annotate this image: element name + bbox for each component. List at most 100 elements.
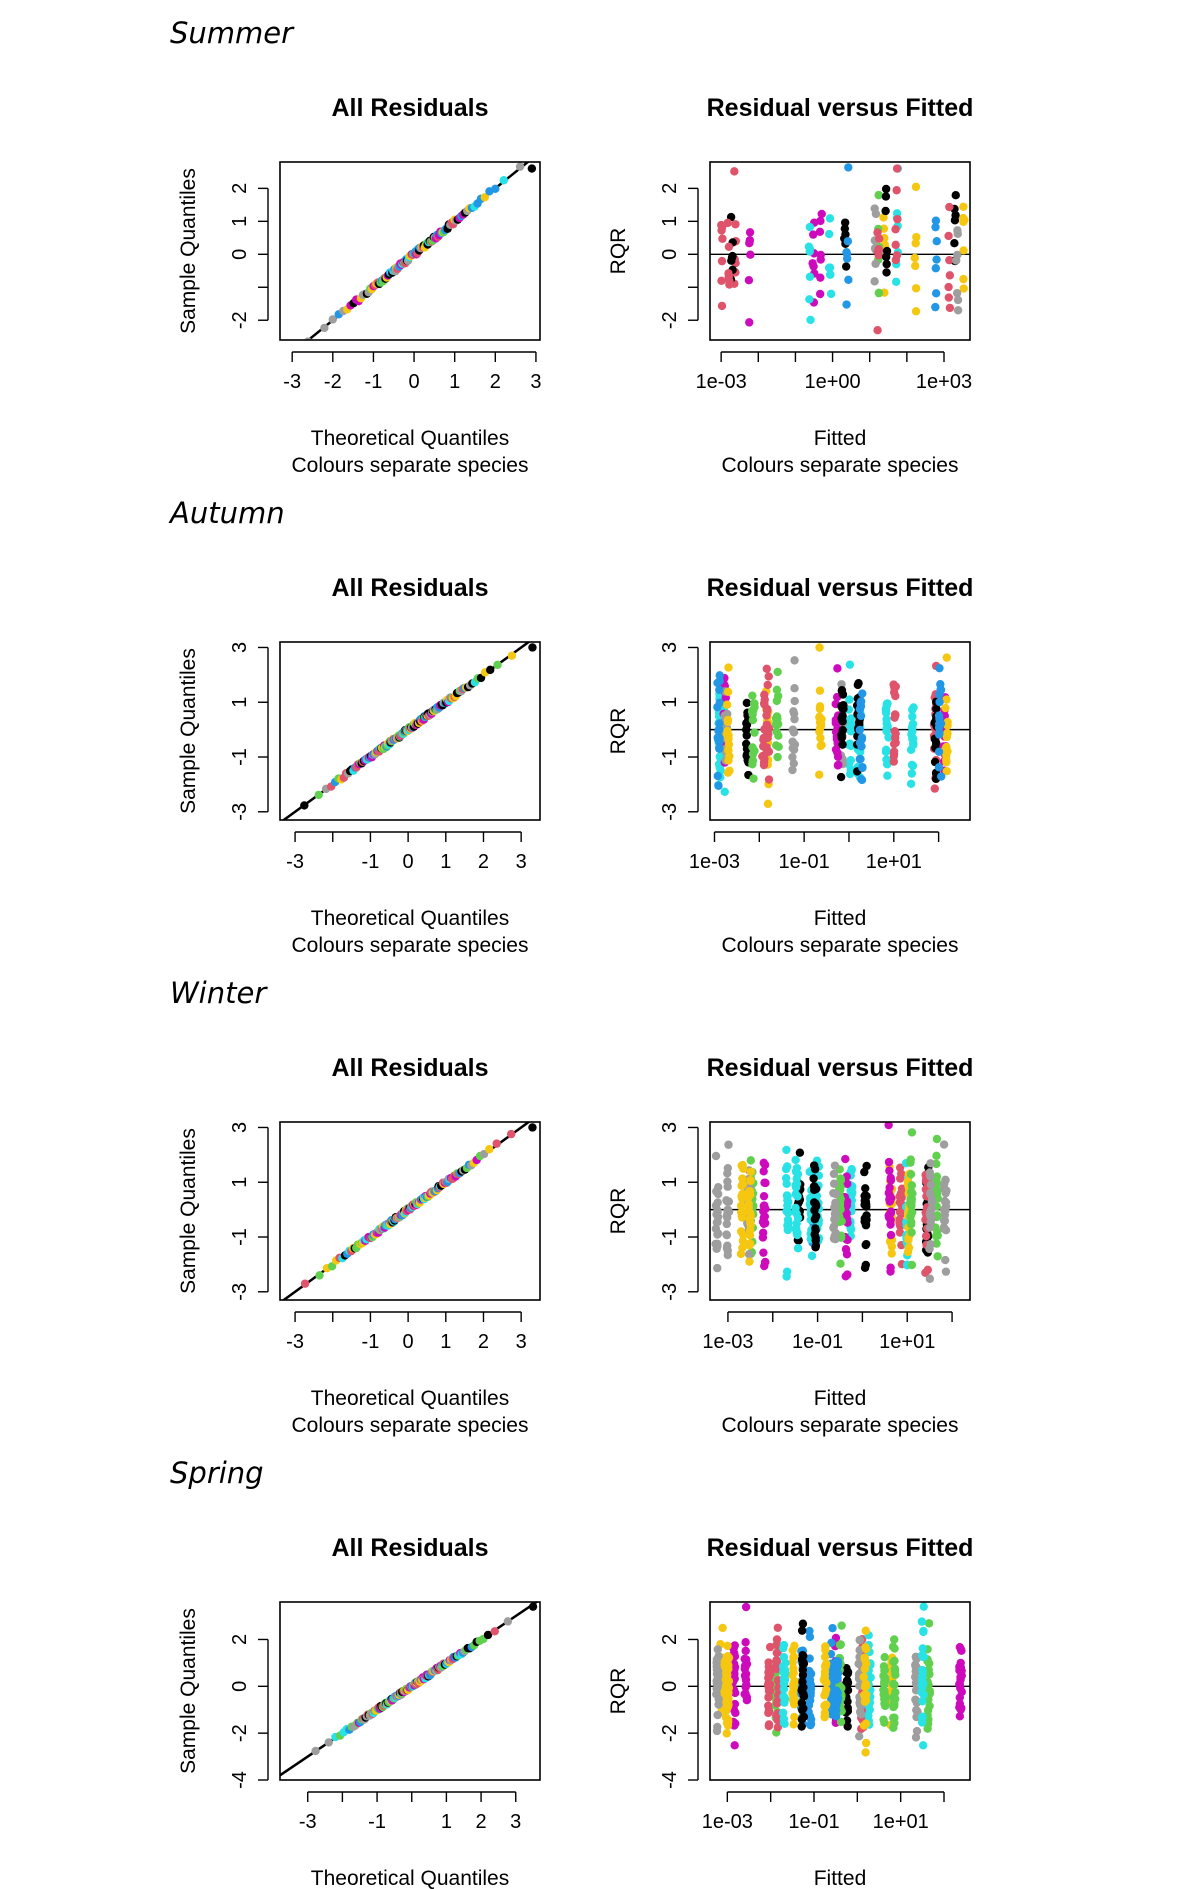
- fitted-point: [933, 1252, 942, 1261]
- y-tick-label: 2: [229, 1634, 251, 1645]
- fitted-point: [793, 1213, 803, 1223]
- fitted-point: [891, 691, 900, 701]
- fitted-point: [723, 218, 732, 228]
- residual-vs-fitted-plot: Residual versus Fitted Fitted Colours sepa…: [607, 94, 973, 477]
- y-tick-label: 3: [229, 1122, 251, 1133]
- fitted-point: [895, 1228, 905, 1237]
- fitted-point: [907, 1260, 917, 1270]
- fitted-point: [724, 740, 734, 749]
- fitted-point: [854, 718, 864, 727]
- fitted-point: [713, 771, 722, 781]
- y-tick-label: -2: [659, 311, 681, 329]
- fitted-point: [737, 1161, 746, 1170]
- fitted-point: [848, 1188, 857, 1197]
- fitted-point: [921, 1231, 931, 1241]
- fitted-point: [766, 1670, 775, 1679]
- fitted-point: [881, 206, 890, 216]
- x-tick-label: -3: [286, 1331, 304, 1353]
- x-tick-label: 1: [449, 371, 460, 393]
- qq-point: [491, 184, 500, 193]
- plot-subtitle: Colours separate species: [292, 934, 529, 957]
- qq-point: [528, 1123, 537, 1132]
- fitted-point: [722, 1718, 732, 1728]
- fitted-point: [789, 1652, 799, 1661]
- fitted-point: [741, 725, 751, 734]
- fitted-point: [864, 1711, 873, 1720]
- fitted-point: [764, 1686, 774, 1696]
- plot-frame: [279, 1121, 541, 1301]
- plot-title: Residual versus Fitted: [707, 94, 974, 122]
- fitted-point: [842, 1200, 852, 1210]
- fitted-point: [917, 1680, 927, 1690]
- fitted-point: [842, 300, 851, 309]
- fitted-point: [895, 1174, 905, 1183]
- fitted-point: [918, 1697, 927, 1706]
- x-tick-label: -1: [362, 1331, 380, 1353]
- fitted-point: [772, 1664, 781, 1674]
- fitted-point: [941, 1206, 950, 1215]
- fitted-point: [908, 727, 917, 736]
- fitted-point: [738, 1180, 748, 1189]
- fitted-point: [717, 301, 727, 311]
- fitted-point: [805, 295, 814, 304]
- fitted-point: [715, 725, 724, 734]
- fitted-point: [799, 1691, 808, 1700]
- fitted-point: [724, 1140, 733, 1149]
- fitted-point: [943, 728, 952, 738]
- fitted-point: [789, 1699, 799, 1709]
- x-tick-label: 3: [510, 1811, 521, 1833]
- fitted-point: [861, 1184, 870, 1193]
- fitted-point: [742, 739, 751, 749]
- qq-point: [324, 1738, 333, 1747]
- fitted-point: [857, 775, 867, 785]
- fitted-point: [730, 1688, 740, 1698]
- fitted-point: [759, 1167, 768, 1176]
- fitted-point: [760, 1160, 770, 1170]
- fitted-point: [942, 766, 951, 776]
- fitted-point: [745, 1231, 755, 1240]
- fitted-point: [829, 1223, 838, 1233]
- fitted-point: [841, 1154, 850, 1164]
- fitted-point: [715, 698, 724, 708]
- fitted-point: [858, 689, 867, 698]
- fitted-point: [764, 1658, 773, 1667]
- fitted-point: [762, 664, 771, 673]
- fitted-point: [882, 259, 891, 269]
- fitted-point: [907, 769, 917, 778]
- fitted-point: [723, 687, 733, 697]
- fitted-point: [722, 729, 732, 739]
- fitted-point: [890, 713, 899, 722]
- fitted-point: [722, 1196, 731, 1205]
- x-tick-label: 0: [403, 851, 414, 873]
- plot-frame: [279, 1601, 541, 1781]
- fitted-point: [833, 1673, 842, 1683]
- fitted-point: [744, 1187, 754, 1196]
- fitted-point: [815, 718, 825, 727]
- residual-vs-fitted-plot: Residual versus Fitted Fitted Colours sepa…: [607, 1054, 973, 1437]
- fitted-point: [722, 1219, 732, 1229]
- fitted-point: [745, 236, 755, 245]
- fitted-point: [925, 1670, 934, 1679]
- fitted-point: [861, 1748, 870, 1757]
- fitted-point: [797, 1722, 806, 1731]
- x-tick-label: 3: [516, 851, 527, 873]
- fitted-point: [745, 1257, 754, 1266]
- fitted-point: [811, 1224, 820, 1233]
- season-block-summer: Summer All Residuals Theoretical Quantiles…: [170, 16, 973, 477]
- fitted-point: [820, 1652, 830, 1662]
- fitted-point: [837, 730, 846, 740]
- fitted-point: [764, 1707, 774, 1716]
- fitted-point: [919, 1626, 928, 1636]
- fitted-point: [784, 1223, 793, 1232]
- fitted-point: [824, 263, 834, 272]
- fitted-point: [855, 1707, 865, 1717]
- fitted-point: [880, 1665, 889, 1675]
- fitted-point: [932, 704, 941, 713]
- fitted-point: [759, 1219, 769, 1229]
- x-tick-label: 1: [440, 851, 451, 873]
- y-axis-label: Sample Quantiles: [177, 168, 200, 334]
- fitted-point: [713, 1230, 722, 1239]
- y-tick-label: 1: [659, 216, 681, 227]
- fitted-point: [908, 712, 917, 721]
- qq-point: [485, 665, 495, 675]
